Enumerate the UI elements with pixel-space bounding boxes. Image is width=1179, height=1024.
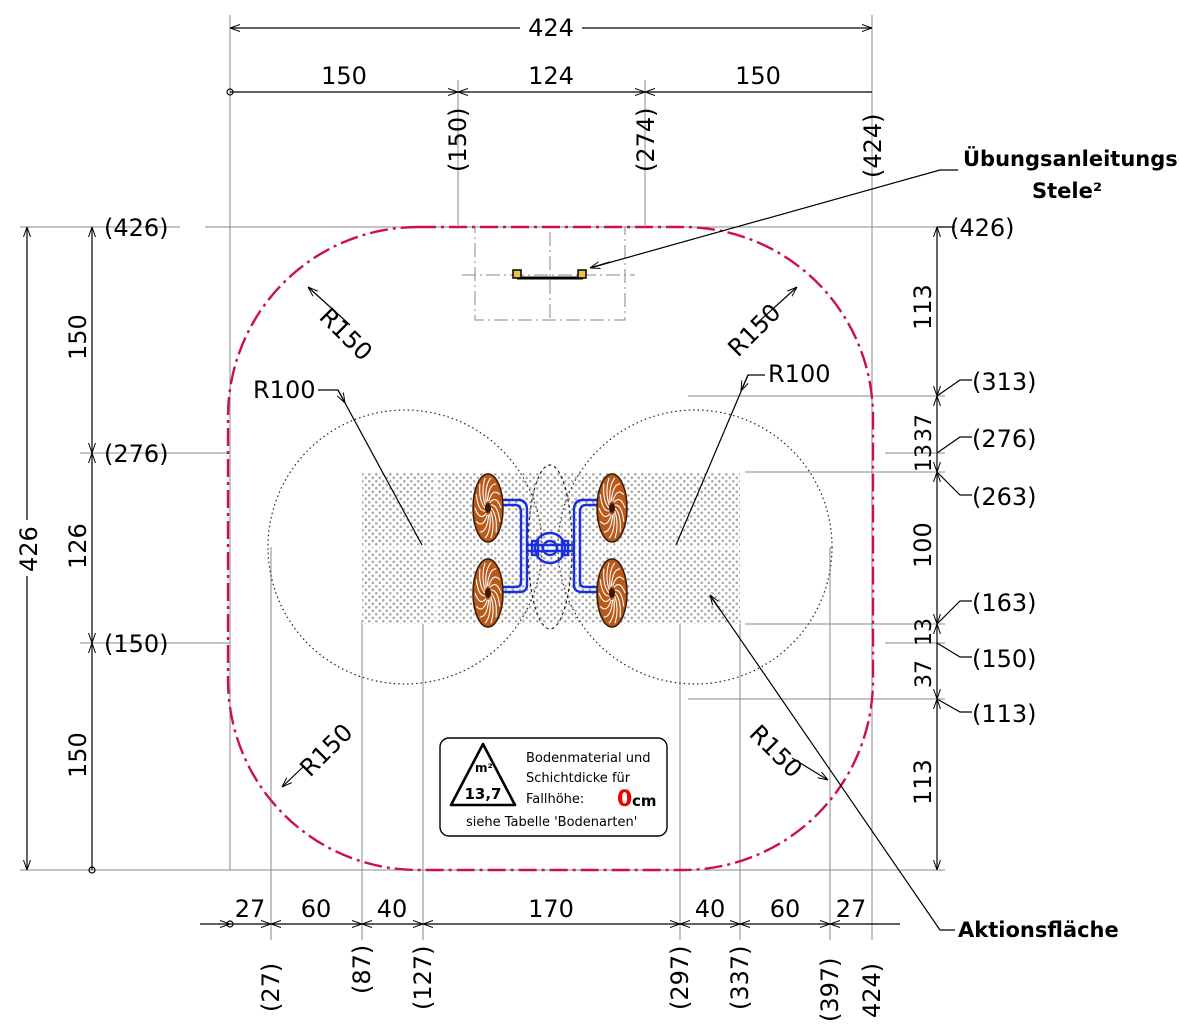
radius-inner-right: R100 bbox=[768, 360, 830, 388]
dim-left-seg-2: 126 bbox=[64, 523, 92, 569]
dim-right-ref-7: (113) bbox=[972, 700, 1037, 728]
dim-top-seg-1: 150 bbox=[321, 62, 367, 90]
dim-right-seg-6: 13 bbox=[912, 618, 937, 646]
top-dimension-lines bbox=[226, 28, 872, 95]
fall-height-unit: cm bbox=[632, 792, 657, 810]
info-line-4: siehe Tabelle 'Bodenarten' bbox=[466, 815, 637, 830]
disc-group bbox=[472, 473, 628, 628]
dim-left-seg-3: 150 bbox=[64, 732, 92, 778]
dim-bottom-seg-1: 27 bbox=[235, 895, 266, 923]
dim-bottom-ref-2: (87) bbox=[348, 945, 376, 994]
dim-bottom-ref-1: (27) bbox=[257, 963, 285, 1012]
dim-bottom-seg-3: 40 bbox=[377, 895, 408, 923]
dim-top-ref-3: (424) bbox=[859, 113, 887, 178]
radius-outer-br: R150 bbox=[744, 719, 808, 783]
action-area-label: Aktionsfläche bbox=[958, 918, 1119, 942]
dim-bottom-ref-4: (297) bbox=[666, 945, 694, 1010]
dim-right-seg-2: 13 bbox=[912, 444, 937, 472]
info-line-1: Bodenmaterial und bbox=[526, 751, 650, 766]
dim-left-ref-1: (426) bbox=[104, 214, 169, 242]
dim-total-height: 426 bbox=[15, 526, 43, 572]
radius-outer-tr: R150 bbox=[722, 298, 786, 362]
callout-leaders bbox=[590, 169, 958, 931]
dim-left-ref-3: (150) bbox=[104, 630, 169, 658]
dim-top-ref-2: (274) bbox=[632, 107, 660, 172]
dim-bottom-seg-4: 170 bbox=[528, 895, 574, 923]
radius-outer-tl: R150 bbox=[314, 302, 378, 366]
spring-disc-1 bbox=[472, 473, 504, 543]
action-area bbox=[362, 472, 740, 624]
dim-bottom-seg-2: 60 bbox=[301, 895, 332, 923]
stele-label-line2: Stele² bbox=[1032, 179, 1102, 203]
radius-outer-bl: R150 bbox=[294, 718, 358, 782]
dim-bottom-seg-7: 27 bbox=[836, 895, 867, 923]
bottom-dimension-lines bbox=[200, 921, 900, 927]
dim-left-seg-1: 150 bbox=[64, 314, 92, 360]
dim-right-ref-6: (150) bbox=[972, 645, 1037, 673]
dim-left-ref-2: (276) bbox=[104, 440, 169, 468]
spring-disc-4 bbox=[596, 558, 628, 628]
dim-bottom-seg-6: 60 bbox=[770, 895, 801, 923]
spring-disc-2 bbox=[596, 473, 628, 543]
dim-right-ref-4: (263) bbox=[972, 483, 1037, 511]
radius-inner-left: R100 bbox=[253, 376, 315, 404]
area-unit: m² bbox=[475, 761, 493, 775]
left-dimension-lines bbox=[27, 227, 95, 874]
dim-bottom-ref-7: 424) bbox=[858, 963, 886, 1018]
safety-boundary bbox=[226, 225, 875, 872]
dim-right-ref-3: (276) bbox=[972, 425, 1037, 453]
dim-right-ref-2: (313) bbox=[972, 368, 1037, 396]
dim-right-seg-1: 113 bbox=[909, 284, 937, 330]
area-triangle-icon bbox=[449, 742, 517, 807]
dim-right-seg-4: 100 bbox=[909, 522, 937, 568]
dim-right-ref-5: (163) bbox=[972, 589, 1037, 617]
stele-label-line1: Übungsanleitungs- bbox=[963, 146, 1179, 171]
equipment bbox=[472, 473, 628, 628]
area-value: 13,7 bbox=[464, 785, 501, 803]
info-line-3: Fallhöhe: bbox=[526, 792, 584, 807]
dim-right-seg-5: 37 bbox=[912, 660, 937, 688]
dim-bottom-ref-3: (127) bbox=[409, 945, 437, 1010]
dim-bottom-seg-5: 40 bbox=[695, 895, 726, 923]
dim-top-ref-1: (150) bbox=[444, 107, 472, 172]
dim-right-seg-3: 37 bbox=[912, 414, 937, 442]
spring-disc-3 bbox=[472, 558, 504, 628]
right-dimension-lines bbox=[937, 226, 972, 870]
dim-top-seg-3: 150 bbox=[735, 62, 781, 90]
dim-top-seg-2: 124 bbox=[528, 62, 574, 90]
radius-leaders bbox=[282, 287, 828, 787]
dim-right-seg-7: 113 bbox=[909, 759, 937, 805]
dim-total-width: 424 bbox=[528, 14, 574, 42]
dim-bottom-ref-6: (397) bbox=[816, 957, 844, 1022]
dim-right-ref-1: (426) bbox=[950, 214, 1015, 242]
dim-bottom-ref-5: (337) bbox=[726, 945, 754, 1010]
fall-height-value: 0 bbox=[617, 787, 632, 812]
info-box: m² 13,7 Bodenmaterial und Schichtdicke f… bbox=[439, 737, 668, 837]
stele-symbol bbox=[462, 226, 635, 321]
info-line-2: Schichtdicke für bbox=[526, 771, 631, 786]
